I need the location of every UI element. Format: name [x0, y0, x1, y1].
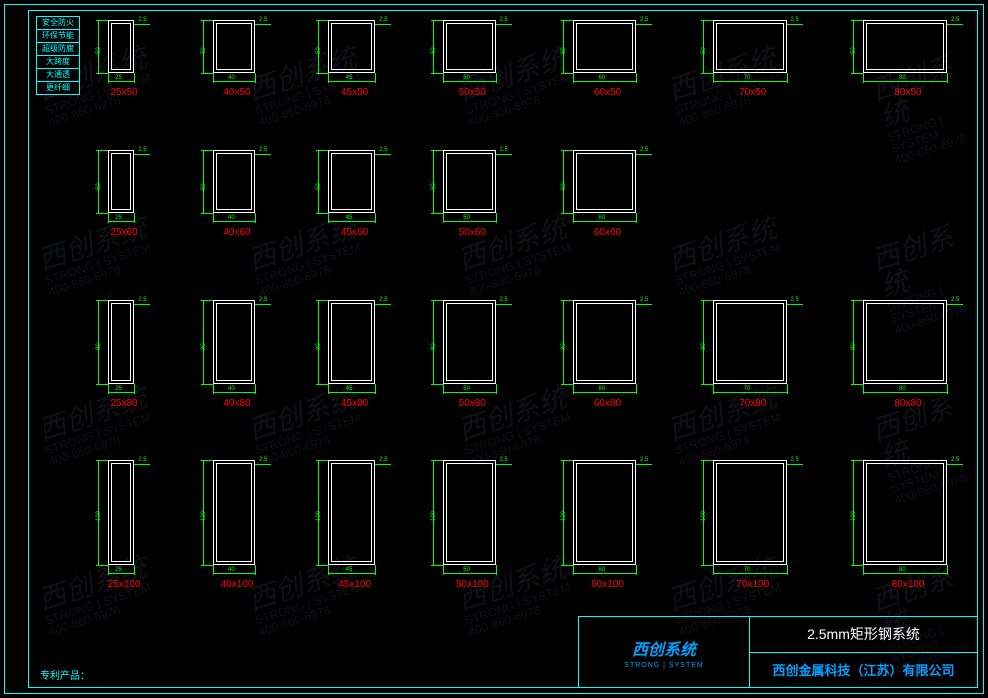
- profile-45x80: 80452.545x80: [310, 300, 397, 414]
- sidebar-item: 更纤细: [36, 81, 80, 95]
- sidebar-item: 超级防腐: [36, 42, 80, 56]
- profile-80x50: 50802.580x50: [845, 20, 969, 103]
- profile-label: 60x60: [583, 227, 633, 238]
- profile-label: 25x100: [99, 579, 149, 590]
- profile-45x100: 100452.545x100: [310, 460, 397, 595]
- profile-label: 45x100: [330, 579, 380, 590]
- profile-label: 40x50: [212, 87, 262, 98]
- profile-70x100: 100702.570x100: [695, 460, 809, 595]
- profile-label: 70x80: [728, 398, 778, 409]
- profile-45x60: 60452.545x60: [310, 150, 397, 243]
- profile-80x100: 100802.580x100: [845, 460, 969, 595]
- titleblock-logo: 西创系统 STRONG | SYSTEM: [579, 617, 750, 687]
- profile-label: 60x50: [583, 87, 633, 98]
- profile-label: 45x50: [330, 87, 380, 98]
- profile-40x50: 50402.540x50: [195, 20, 277, 103]
- sidebar-item: 大通透: [36, 68, 80, 82]
- profile-60x60: 60602.560x60: [555, 150, 658, 243]
- profile-50x60: 60502.550x60: [425, 150, 518, 243]
- profile-label: 80x100: [883, 579, 933, 590]
- profile-label: 25x60: [99, 227, 149, 238]
- profile-label: 60x100: [583, 579, 633, 590]
- logo-sub-text: STRONG | SYSTEM: [624, 662, 703, 669]
- profile-40x100: 100402.540x100: [195, 460, 277, 595]
- sidebar-item: 大跨度: [36, 55, 80, 69]
- profile-60x80: 80602.560x80: [555, 300, 658, 414]
- profile-label: 25x50: [99, 87, 149, 98]
- titleblock-title: 2.5mm矩形钢系统: [750, 617, 977, 653]
- profile-25x80: 80252.525x80: [90, 300, 156, 414]
- profile-label: 25x80: [99, 398, 149, 409]
- profile-80x80: 80802.580x80: [845, 300, 969, 414]
- profile-label: 50x80: [447, 398, 497, 409]
- profile-60x50: 50602.560x50: [555, 20, 658, 103]
- profile-label: 80x80: [883, 398, 933, 409]
- profile-label: 40x100: [212, 579, 262, 590]
- sidebar-item: 环保节能: [36, 29, 80, 43]
- profile-label: 45x80: [330, 398, 380, 409]
- titleblock: 西创系统 STRONG | SYSTEM 2.5mm矩形钢系统 西创金属科技（江…: [578, 616, 978, 688]
- logo-main-text: 西创系统: [632, 636, 696, 660]
- profile-label: 60x80: [583, 398, 633, 409]
- profile-40x60: 60402.540x60: [195, 150, 277, 243]
- profile-label: 45x60: [330, 227, 380, 238]
- profile-50x80: 80502.550x80: [425, 300, 518, 414]
- profile-25x100: 100252.525x100: [90, 460, 156, 595]
- profile-label: 80x50: [883, 87, 933, 98]
- profile-label: 50x50: [447, 87, 497, 98]
- profile-70x50: 50702.570x50: [695, 20, 809, 103]
- profile-label: 50x60: [447, 227, 497, 238]
- profile-label: 40x80: [212, 398, 262, 409]
- profile-label: 50x100: [447, 579, 497, 590]
- sidebar: 安全防火环保节能超级防腐大跨度大通透更纤细: [36, 16, 80, 94]
- profile-70x80: 80702.570x80: [695, 300, 809, 414]
- profile-label: 40x60: [212, 227, 262, 238]
- drawing-area: 50252.525x50 50402.540x50 50452.545x50 5050…: [90, 20, 970, 620]
- profile-45x50: 50452.545x50: [310, 20, 397, 103]
- footer-patent-label: 专利产品：: [40, 667, 90, 682]
- profile-50x100: 100502.550x100: [425, 460, 518, 595]
- profile-40x80: 80402.540x80: [195, 300, 277, 414]
- profile-50x50: 50502.550x50: [425, 20, 518, 103]
- profile-label: 70x50: [728, 87, 778, 98]
- profile-25x50: 50252.525x50: [90, 20, 156, 103]
- profile-label: 70x100: [728, 579, 778, 590]
- titleblock-company: 西创金属科技（江苏）有限公司: [750, 653, 977, 688]
- profile-25x60: 60252.525x60: [90, 150, 156, 243]
- sidebar-item: 安全防火: [36, 16, 80, 30]
- profile-60x100: 100602.560x100: [555, 460, 658, 595]
